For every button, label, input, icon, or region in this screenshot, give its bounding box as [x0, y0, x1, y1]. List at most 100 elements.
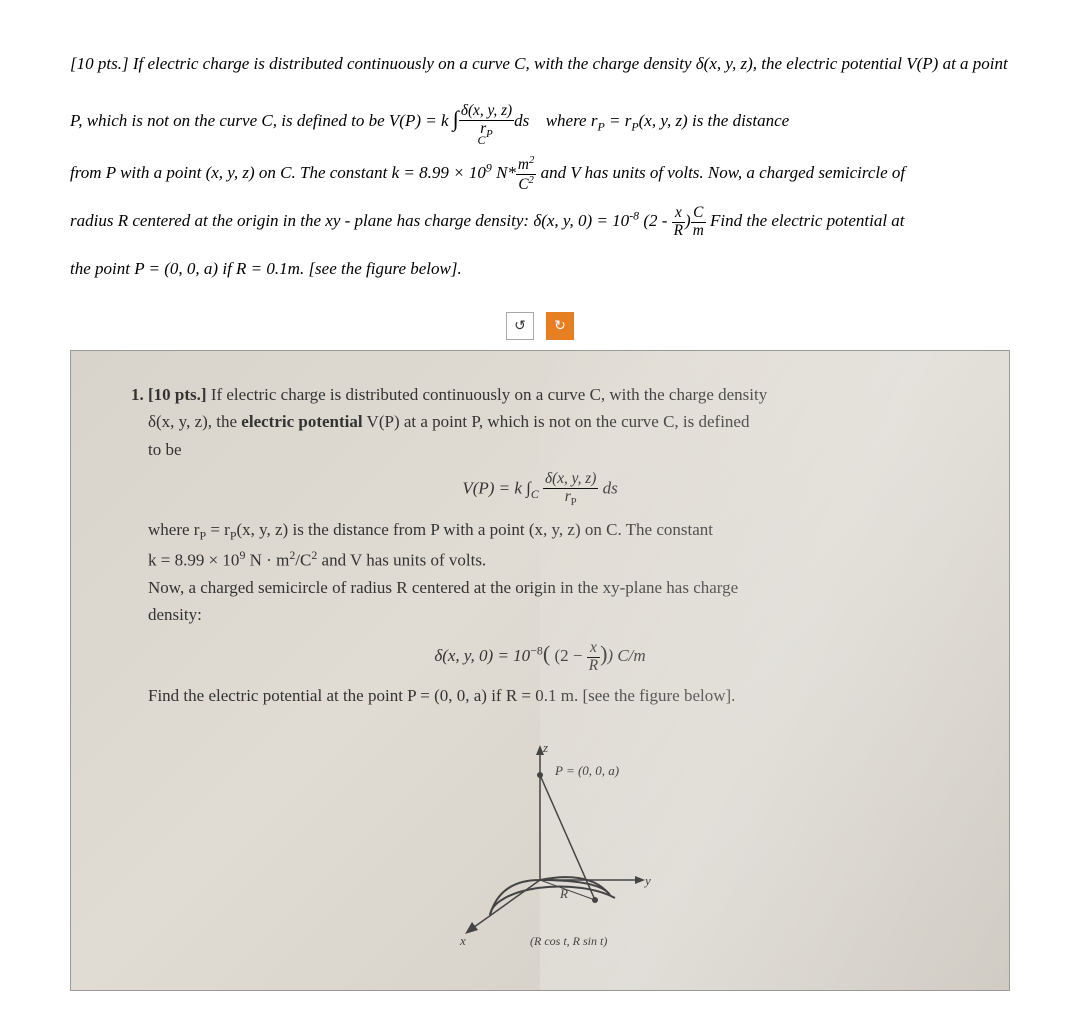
t: P,: [70, 111, 82, 130]
t: at a point: [938, 54, 1007, 73]
sup: 2: [529, 154, 534, 166]
num: δ(x, y, z): [461, 102, 512, 119]
num: δ(x, y, z): [543, 471, 598, 489]
t: ds: [514, 111, 529, 130]
frac: Cm: [691, 205, 706, 240]
t: xy: [325, 211, 340, 230]
q-num: 1.: [131, 385, 144, 404]
t: - plane has charge density:: [340, 211, 533, 230]
t: P = (0, 0, a): [134, 259, 218, 278]
t: from: [70, 163, 106, 182]
int-sub: C: [478, 133, 486, 147]
ds: ds: [598, 479, 617, 498]
t: δ(x, y, z),: [696, 54, 757, 73]
t: C,: [514, 54, 530, 73]
sup: -8: [629, 208, 639, 222]
svg-text:y: y: [643, 873, 651, 888]
t: = r: [206, 520, 230, 539]
num: x: [672, 205, 685, 223]
t: [10 pts.] If electric charge is distribu…: [70, 54, 514, 73]
t: The constant: [296, 163, 392, 182]
t: and: [536, 163, 570, 182]
t: where r: [148, 520, 199, 539]
eq: ) C/m: [607, 646, 645, 665]
t: centered at the origin in the: [128, 211, 325, 230]
sub: P: [571, 496, 577, 508]
den: R: [672, 223, 685, 240]
t: =: [605, 111, 625, 130]
t: to be: [148, 440, 182, 459]
t: Find the electric potential at the point…: [148, 686, 735, 705]
den: R: [587, 658, 600, 675]
t: is defined to be: [277, 111, 389, 130]
eq: δ(x, y, 0) = 10: [434, 646, 530, 665]
undo-button[interactable]: ↻: [506, 312, 534, 340]
t: /C: [295, 551, 311, 570]
frac: δ(x, y, z)rP: [543, 471, 598, 509]
t: radius: [70, 211, 118, 230]
equation: δ(x, y, 0) = 10−8( (2 − xR)) C/m: [131, 636, 949, 674]
den: m: [691, 223, 706, 240]
t: V: [570, 163, 580, 182]
t: k = 8.99 × 10: [392, 163, 486, 182]
sup: −8: [530, 643, 543, 657]
t: δ(x, y, z), the: [148, 412, 241, 431]
frac: xR: [672, 205, 685, 240]
t: P: [106, 163, 116, 182]
t: (x, y, z): [206, 163, 255, 182]
frac: δ(x, y, z)rP: [459, 103, 514, 141]
t: on: [255, 163, 281, 182]
t: V(P) = k: [389, 111, 449, 130]
redo-button[interactable]: ↻: [546, 312, 574, 340]
svg-text:R: R: [559, 886, 568, 901]
t: where: [546, 111, 591, 130]
t: with a point: [116, 163, 206, 182]
controls: ↻ ↻: [70, 312, 1010, 340]
problem-statement: [10 pts.] If electric charge is distribu…: [70, 40, 1010, 292]
t: Find the electric potential at: [706, 211, 905, 230]
t: which is not on the curve: [82, 111, 261, 130]
sup: 2: [529, 174, 534, 186]
diagram-svg: P = (0, 0, a) z y x R (R cos t, R sin t): [400, 720, 680, 960]
t: if: [218, 259, 236, 278]
t: k = 8.99 × 10: [148, 551, 239, 570]
t: R = 0.1m: [236, 259, 300, 278]
t: is the distance: [688, 111, 790, 130]
t: C.: [280, 163, 296, 182]
t: (x, y, z): [639, 111, 688, 130]
t: Now, a charged semicircle of radius R ce…: [148, 578, 738, 597]
t: V(P): [906, 54, 938, 73]
sub: C: [531, 487, 539, 501]
textbook-image: 1. [10 pts.] If electric charge is distr…: [70, 350, 1010, 990]
fig-p-label: P = (0, 0, a): [554, 763, 619, 778]
inner-problem: 1. [10 pts.] If electric charge is distr…: [131, 381, 949, 959]
den: C: [518, 176, 528, 193]
frac: xR: [587, 640, 600, 675]
eq: (2 −: [550, 646, 587, 665]
figure: P = (0, 0, a) z y x R (R cos t, R sin t): [131, 720, 949, 960]
t: (x, y, z) is the distance from P with a …: [236, 520, 713, 539]
sub: P: [631, 119, 638, 133]
eq: V(P) = k ∫: [462, 479, 531, 498]
t: (2 -: [639, 211, 672, 230]
svg-text:z: z: [542, 740, 548, 755]
equation: V(P) = k ∫C δ(x, y, z)rP ds: [131, 471, 949, 509]
t: has units of volts. Now, a charged semic…: [580, 163, 905, 182]
pts: [10 pts.]: [148, 385, 207, 404]
t: If electric charge is distributed contin…: [207, 385, 768, 404]
t: the electric potential: [757, 54, 906, 73]
t: R: [118, 211, 128, 230]
frac: m2C2: [516, 155, 536, 194]
num: m: [518, 156, 529, 173]
t: N · m: [245, 551, 289, 570]
t: with the charge density: [530, 54, 696, 73]
num: x: [587, 640, 600, 658]
sub: P: [597, 119, 604, 133]
t: N*: [492, 163, 516, 182]
svg-text:x: x: [459, 933, 466, 948]
bold: electric potential: [241, 412, 362, 431]
t: C,: [261, 111, 277, 130]
svg-text:(R cos t, R sin t): (R cos t, R sin t): [530, 934, 607, 948]
t: . [see the figure below].: [300, 259, 462, 278]
t: density:: [148, 605, 202, 624]
